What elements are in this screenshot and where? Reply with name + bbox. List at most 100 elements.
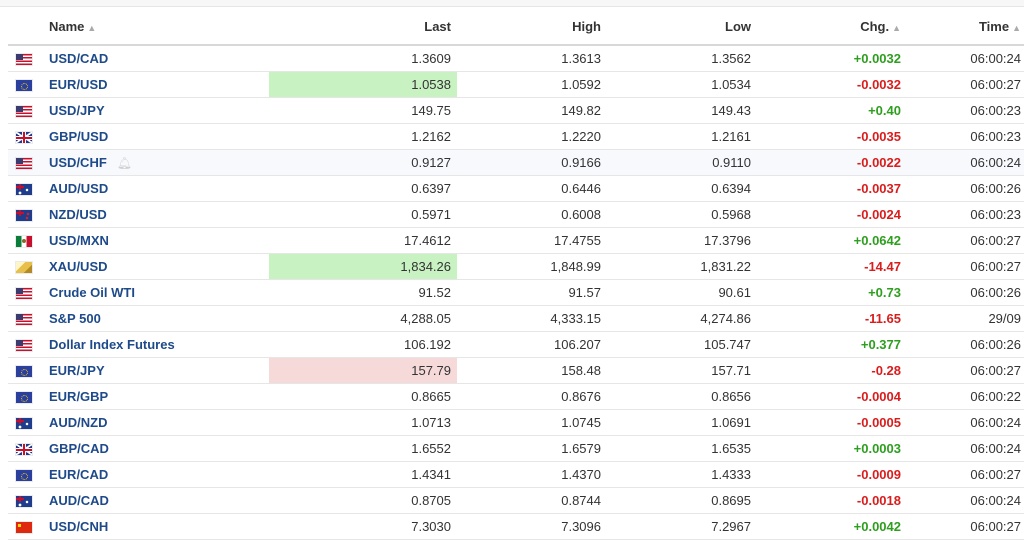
instrument-link[interactable]: GBP/USD xyxy=(49,129,109,144)
last-price-cell: 1.6552 xyxy=(269,435,457,462)
column-header-high: High xyxy=(457,8,607,46)
instrument-link[interactable]: USD/MXN xyxy=(49,233,109,248)
instrument-link[interactable]: USD/CAD xyxy=(49,51,109,66)
flag-cell xyxy=(8,253,40,280)
flag-cell xyxy=(8,409,40,436)
sort-icon[interactable]: ▲︎ xyxy=(892,22,901,33)
top-border xyxy=(0,0,1024,7)
column-header-name[interactable]: Name ▲︎ xyxy=(40,8,269,46)
flag-cell xyxy=(8,461,40,488)
instrument-name-cell: AUD/NZD xyxy=(40,409,269,436)
instrument-name-cell: XAU/USD xyxy=(40,253,269,280)
high-price-cell: 91.57 xyxy=(457,279,607,306)
change-cell: -0.0032 xyxy=(757,71,907,98)
instrument-link[interactable]: AUD/CAD xyxy=(49,493,109,508)
sort-icon[interactable]: ▲︎ xyxy=(1012,22,1021,33)
instrument-link[interactable]: USD/CNH xyxy=(49,519,109,534)
last-price-cell: 1.0713 xyxy=(269,409,457,436)
table-row[interactable]: USD/CHF 🔔︎ 0.9127 0.9166 0.9110 -0.0022 06:00:… xyxy=(8,149,1024,176)
change-cell: +0.73 xyxy=(757,279,907,306)
instrument-link[interactable]: EUR/CAD xyxy=(49,467,109,482)
change-cell: +0.0003 xyxy=(757,435,907,462)
flag-cell xyxy=(8,175,40,202)
flag-cell xyxy=(8,97,40,124)
flag-cell xyxy=(8,227,40,254)
table-row[interactable]: EUR/USD 1.0538 1.0592 1.0534 -0.0032 06:00:27 xyxy=(8,71,1024,98)
instrument-link[interactable]: EUR/USD xyxy=(49,77,108,92)
change-cell: +0.40 xyxy=(757,97,907,124)
instrument-link[interactable]: EUR/GBP xyxy=(49,389,109,404)
change-cell: -0.0035 xyxy=(757,123,907,150)
last-price-cell: 17.4612 xyxy=(269,227,457,254)
instrument-name-cell: EUR/GBP xyxy=(40,383,269,410)
instrument-link[interactable]: NZD/USD xyxy=(49,207,107,222)
flag-cell xyxy=(8,149,40,176)
instrument-name-cell: USD/CNH xyxy=(40,513,269,540)
instrument-link[interactable]: GBP/CAD xyxy=(49,441,109,456)
change-cell: -0.0037 xyxy=(757,175,907,202)
flag-cell xyxy=(8,201,40,228)
high-price-cell: 158.48 xyxy=(457,357,607,384)
table-row[interactable]: GBP/CAD 1.6552 1.6579 1.6535 +0.0003 06:00:24 xyxy=(8,435,1024,462)
flag-cell xyxy=(8,45,40,72)
table-row[interactable]: EUR/GBP 0.8665 0.8676 0.8656 -0.0004 06:00:22 xyxy=(8,383,1024,410)
low-price-cell: 1.3562 xyxy=(607,45,757,72)
time-cell: 06:00:26 xyxy=(907,331,1024,358)
last-price-cell: 106.192 xyxy=(269,331,457,358)
instrument-link[interactable]: AUD/NZD xyxy=(49,415,108,430)
table-row[interactable]: EUR/CAD 1.4341 1.4370 1.4333 -0.0009 06:00:27 xyxy=(8,461,1024,488)
table-row[interactable]: NZD/USD 0.5971 0.6008 0.5968 -0.0024 06:00:23 xyxy=(8,201,1024,228)
table-row[interactable]: USD/CAD 1.3609 1.3613 1.3562 +0.0032 06:00:24 xyxy=(8,45,1024,72)
table-row[interactable]: AUD/USD 0.6397 0.6446 0.6394 -0.0037 06:00:26 xyxy=(8,175,1024,202)
table-row[interactable]: GBP/USD 1.2162 1.2220 1.2161 -0.0035 06:00:23 xyxy=(8,123,1024,150)
table-row[interactable]: AUD/CAD 0.8705 0.8744 0.8695 -0.0018 06:00:24 xyxy=(8,487,1024,514)
instrument-name-cell: USD/CAD xyxy=(40,45,269,72)
low-price-cell: 1.0691 xyxy=(607,409,757,436)
time-cell: 06:00:26 xyxy=(907,175,1024,202)
flag-cell xyxy=(8,435,40,462)
flag-cell xyxy=(8,513,40,540)
last-price-cell: 1.0538 xyxy=(269,71,457,98)
table-row[interactable]: S&P 500 4,288.05 4,333.15 4,274.86 -11.65 29/… xyxy=(8,305,1024,332)
change-cell: +0.0042 xyxy=(757,513,907,540)
last-price-cell: 1,834.26 xyxy=(269,253,457,280)
low-price-cell: 1.4333 xyxy=(607,461,757,488)
time-cell: 29/09 xyxy=(907,305,1024,332)
high-price-cell: 0.8676 xyxy=(457,383,607,410)
low-price-cell: 0.5968 xyxy=(607,201,757,228)
column-header-chg[interactable]: Chg. ▲︎ xyxy=(757,8,907,46)
table-row[interactable]: Crude Oil WTI 91.52 91.57 90.61 +0.73 06:00:2… xyxy=(8,279,1024,306)
change-cell: -0.0004 xyxy=(757,383,907,410)
instrument-link[interactable]: USD/CHF xyxy=(49,155,107,170)
table-row[interactable]: XAU/USD 1,834.26 1,848.99 1,831.22 -14.47 06:… xyxy=(8,253,1024,280)
instrument-link[interactable]: Crude Oil WTI xyxy=(49,285,135,300)
us-flag-icon xyxy=(16,106,32,118)
instrument-link[interactable]: Dollar Index Futures xyxy=(49,337,175,352)
table-row[interactable]: USD/JPY 149.75 149.82 149.43 +0.40 06:00:23 xyxy=(8,97,1024,124)
low-price-cell: 149.43 xyxy=(607,97,757,124)
column-header-time[interactable]: Time ▲︎ xyxy=(907,8,1024,46)
instrument-link[interactable]: S&P 500 xyxy=(49,311,101,326)
change-cell: -11.65 xyxy=(757,305,907,332)
time-cell: 06:00:27 xyxy=(907,253,1024,280)
instrument-link[interactable]: EUR/JPY xyxy=(49,363,105,378)
au-flag-icon xyxy=(16,496,32,508)
eu-flag-icon xyxy=(16,470,32,482)
table-row[interactable]: AUD/NZD 1.0713 1.0745 1.0691 -0.0005 06:00:24 xyxy=(8,409,1024,436)
add-alert-icon[interactable]: 🔔︎ xyxy=(116,156,133,170)
last-price-cell: 91.52 xyxy=(269,279,457,306)
sort-icon[interactable]: ▲︎ xyxy=(87,22,97,33)
instrument-link[interactable]: AUD/USD xyxy=(49,181,109,196)
table-row[interactable]: USD/CNH 7.3030 7.3096 7.2967 +0.0042 06:00:27 xyxy=(8,513,1024,540)
instrument-name-cell: EUR/USD xyxy=(40,71,269,98)
low-price-cell: 7.2967 xyxy=(607,513,757,540)
change-cell: +0.0032 xyxy=(757,45,907,72)
flag-cell xyxy=(8,357,40,384)
table-row[interactable]: Dollar Index Futures 106.192 106.207 105.74… xyxy=(8,331,1024,358)
us-flag-icon xyxy=(16,340,32,352)
table-row[interactable]: EUR/JPY 157.79 158.48 157.71 -0.28 06:00:27 xyxy=(8,357,1024,384)
instrument-link[interactable]: USD/JPY xyxy=(49,103,105,118)
instrument-link[interactable]: XAU/USD xyxy=(49,259,108,274)
table-row[interactable]: USD/MXN 17.4612 17.4755 17.3796 +0.0642 06:00… xyxy=(8,227,1024,254)
